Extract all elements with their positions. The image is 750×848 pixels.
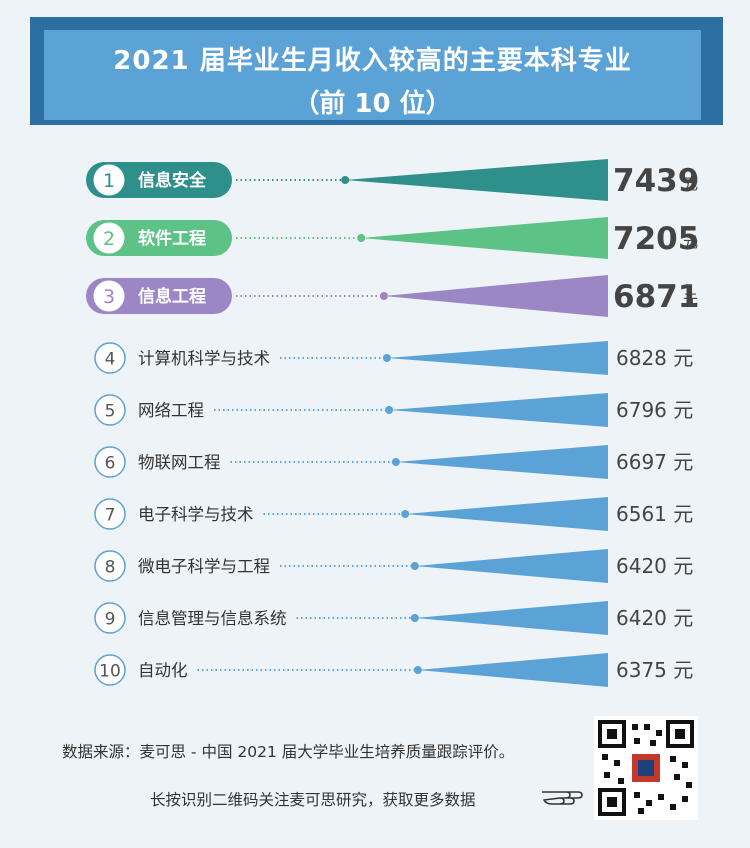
rank-number: 6 (105, 454, 116, 474)
rank-number: 5 (105, 402, 116, 422)
value-bar (383, 275, 608, 317)
rank-circle (94, 446, 126, 478)
category-label: 信息工程 (138, 286, 206, 307)
rank-pill (86, 220, 232, 256)
rank-pill (86, 278, 232, 314)
rank-pill (86, 162, 232, 198)
value-label: 7439 (613, 163, 699, 199)
unit-label: 元 (683, 233, 698, 251)
category-label: 网络工程 (138, 401, 204, 420)
value-label: 6871 (613, 279, 699, 315)
qr-hint-text: 长按识别二维码关注麦可思研究，获取更多数据 (150, 791, 476, 809)
data-source: 数据来源：麦可思 - 中国 2021 届大学毕业生培养质量跟踪评价。 (62, 743, 515, 761)
rank-circle (93, 222, 125, 254)
rank-number: 1 (103, 170, 115, 192)
rank-circle (93, 164, 125, 196)
value-label: 6375 元 (616, 658, 693, 682)
rank-number: 9 (105, 610, 116, 630)
rank-circle (93, 280, 125, 312)
category-label: 微电子科学与工程 (138, 557, 270, 576)
value-label: 7205 (613, 221, 699, 257)
category-label: 物联网工程 (138, 453, 221, 472)
rank-circle (94, 498, 126, 530)
unit-label: 元 (683, 175, 698, 193)
category-label: 信息安全 (138, 170, 207, 191)
value-bar (414, 549, 608, 583)
rank-circle (94, 394, 126, 426)
category-label: 自动化 (138, 661, 188, 680)
title-box: 2021 届毕业生月收入较高的主要本科专业 （前 10 位） (44, 30, 701, 120)
qr-code-icon[interactable] (594, 716, 698, 820)
value-bar (414, 601, 608, 635)
rank-circle (94, 602, 126, 634)
value-bar (405, 497, 608, 531)
value-label: 6697 元 (616, 450, 693, 474)
rank-circle (94, 654, 126, 686)
value-label: 6561 元 (616, 502, 693, 526)
category-label: 软件工程 (138, 228, 206, 249)
rank-number: 3 (103, 286, 115, 308)
rank-number: 10 (99, 662, 121, 682)
value-label: 6796 元 (616, 398, 693, 422)
rank-number: 4 (105, 350, 116, 370)
value-label: 6420 元 (616, 554, 693, 578)
value-label: 6828 元 (616, 346, 693, 370)
chart-subtitle: （前 10 位） (293, 89, 452, 119)
rank-number: 2 (103, 228, 115, 250)
category-label: 信息管理与信息系统 (138, 609, 287, 628)
value-bar (417, 653, 608, 687)
rank-number: 8 (105, 558, 116, 578)
rank-circle (94, 342, 126, 374)
category-label: 计算机科学与技术 (138, 349, 270, 368)
unit-label: 元 (683, 291, 698, 309)
value-bar (361, 217, 608, 259)
value-bar (395, 445, 608, 479)
value-bar (345, 159, 608, 201)
category-label: 电子科学与技术 (138, 505, 254, 524)
value-label: 6420 元 (616, 606, 693, 630)
value-bar (386, 341, 608, 375)
value-bar (389, 393, 608, 427)
pointing-hand-icon (542, 791, 583, 805)
rank-circle (94, 550, 126, 582)
chart-title: 2021 届毕业生月收入较高的主要本科专业 (113, 46, 632, 76)
rank-number: 7 (105, 506, 116, 526)
